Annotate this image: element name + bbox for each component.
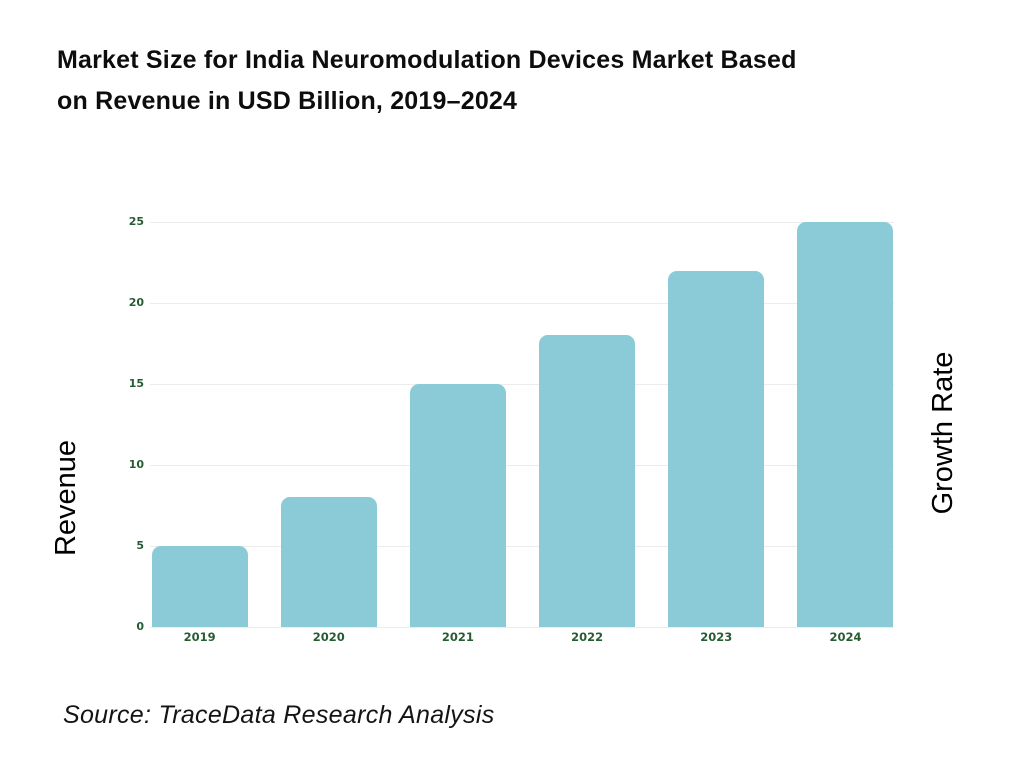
plot-gridlines bbox=[150, 221, 894, 628]
gridline-y-20 bbox=[150, 302, 894, 304]
gridline-y-25 bbox=[150, 221, 894, 223]
bar-2023 bbox=[668, 270, 765, 627]
y-axis-label-right: Growth Rate bbox=[927, 351, 959, 515]
chart-title-line-1: Market Size for India Neuromodulation De… bbox=[57, 46, 797, 74]
bar-2020 bbox=[280, 497, 377, 627]
x-tick-2020: 2020 bbox=[312, 630, 345, 644]
y-axis-tick-labels: 0 5 10 15 20 25 bbox=[104, 215, 144, 633]
bar-slot-2022 bbox=[523, 222, 652, 627]
gridline-y-5 bbox=[150, 545, 894, 547]
gridline-y-0 bbox=[150, 627, 894, 628]
bar-2022 bbox=[539, 335, 636, 627]
bar-slot-2019 bbox=[135, 222, 264, 627]
x-axis-tick-labels: 2019 2020 2021 2022 2023 2024 bbox=[135, 630, 910, 644]
y-tick-10: 10 bbox=[128, 458, 144, 471]
bar-series bbox=[135, 222, 910, 627]
chart-title-line-2: on Revenue in USD Billion, 2019–2024 bbox=[57, 87, 518, 115]
bar-slot-2020 bbox=[264, 222, 393, 627]
gridline-y-10 bbox=[150, 464, 894, 466]
bar-slot-2021 bbox=[393, 222, 522, 627]
source-attribution: Source: TraceData Research Analysis bbox=[63, 701, 495, 729]
y-tick-0: 0 bbox=[136, 620, 144, 633]
chart-title: Market Size for India Neuromodulation De… bbox=[57, 40, 977, 122]
y-tick-15: 15 bbox=[128, 377, 144, 390]
y-tick-5: 5 bbox=[136, 539, 144, 552]
gridline-y-15 bbox=[150, 383, 894, 385]
y-tick-25: 25 bbox=[128, 215, 144, 228]
y-axis-label-left: Revenue bbox=[50, 439, 82, 557]
bar-slot-2023 bbox=[652, 222, 781, 627]
x-tick-2024: 2024 bbox=[829, 630, 862, 644]
bar-2024 bbox=[797, 222, 894, 627]
bar-slot-2024 bbox=[781, 222, 910, 627]
bar-2019 bbox=[151, 546, 248, 627]
x-tick-2021: 2021 bbox=[441, 630, 474, 644]
x-tick-2019: 2019 bbox=[183, 630, 216, 644]
y-tick-20: 20 bbox=[128, 296, 144, 309]
x-tick-2022: 2022 bbox=[571, 630, 604, 644]
x-tick-2023: 2023 bbox=[700, 630, 733, 644]
bar-2021 bbox=[409, 384, 506, 627]
